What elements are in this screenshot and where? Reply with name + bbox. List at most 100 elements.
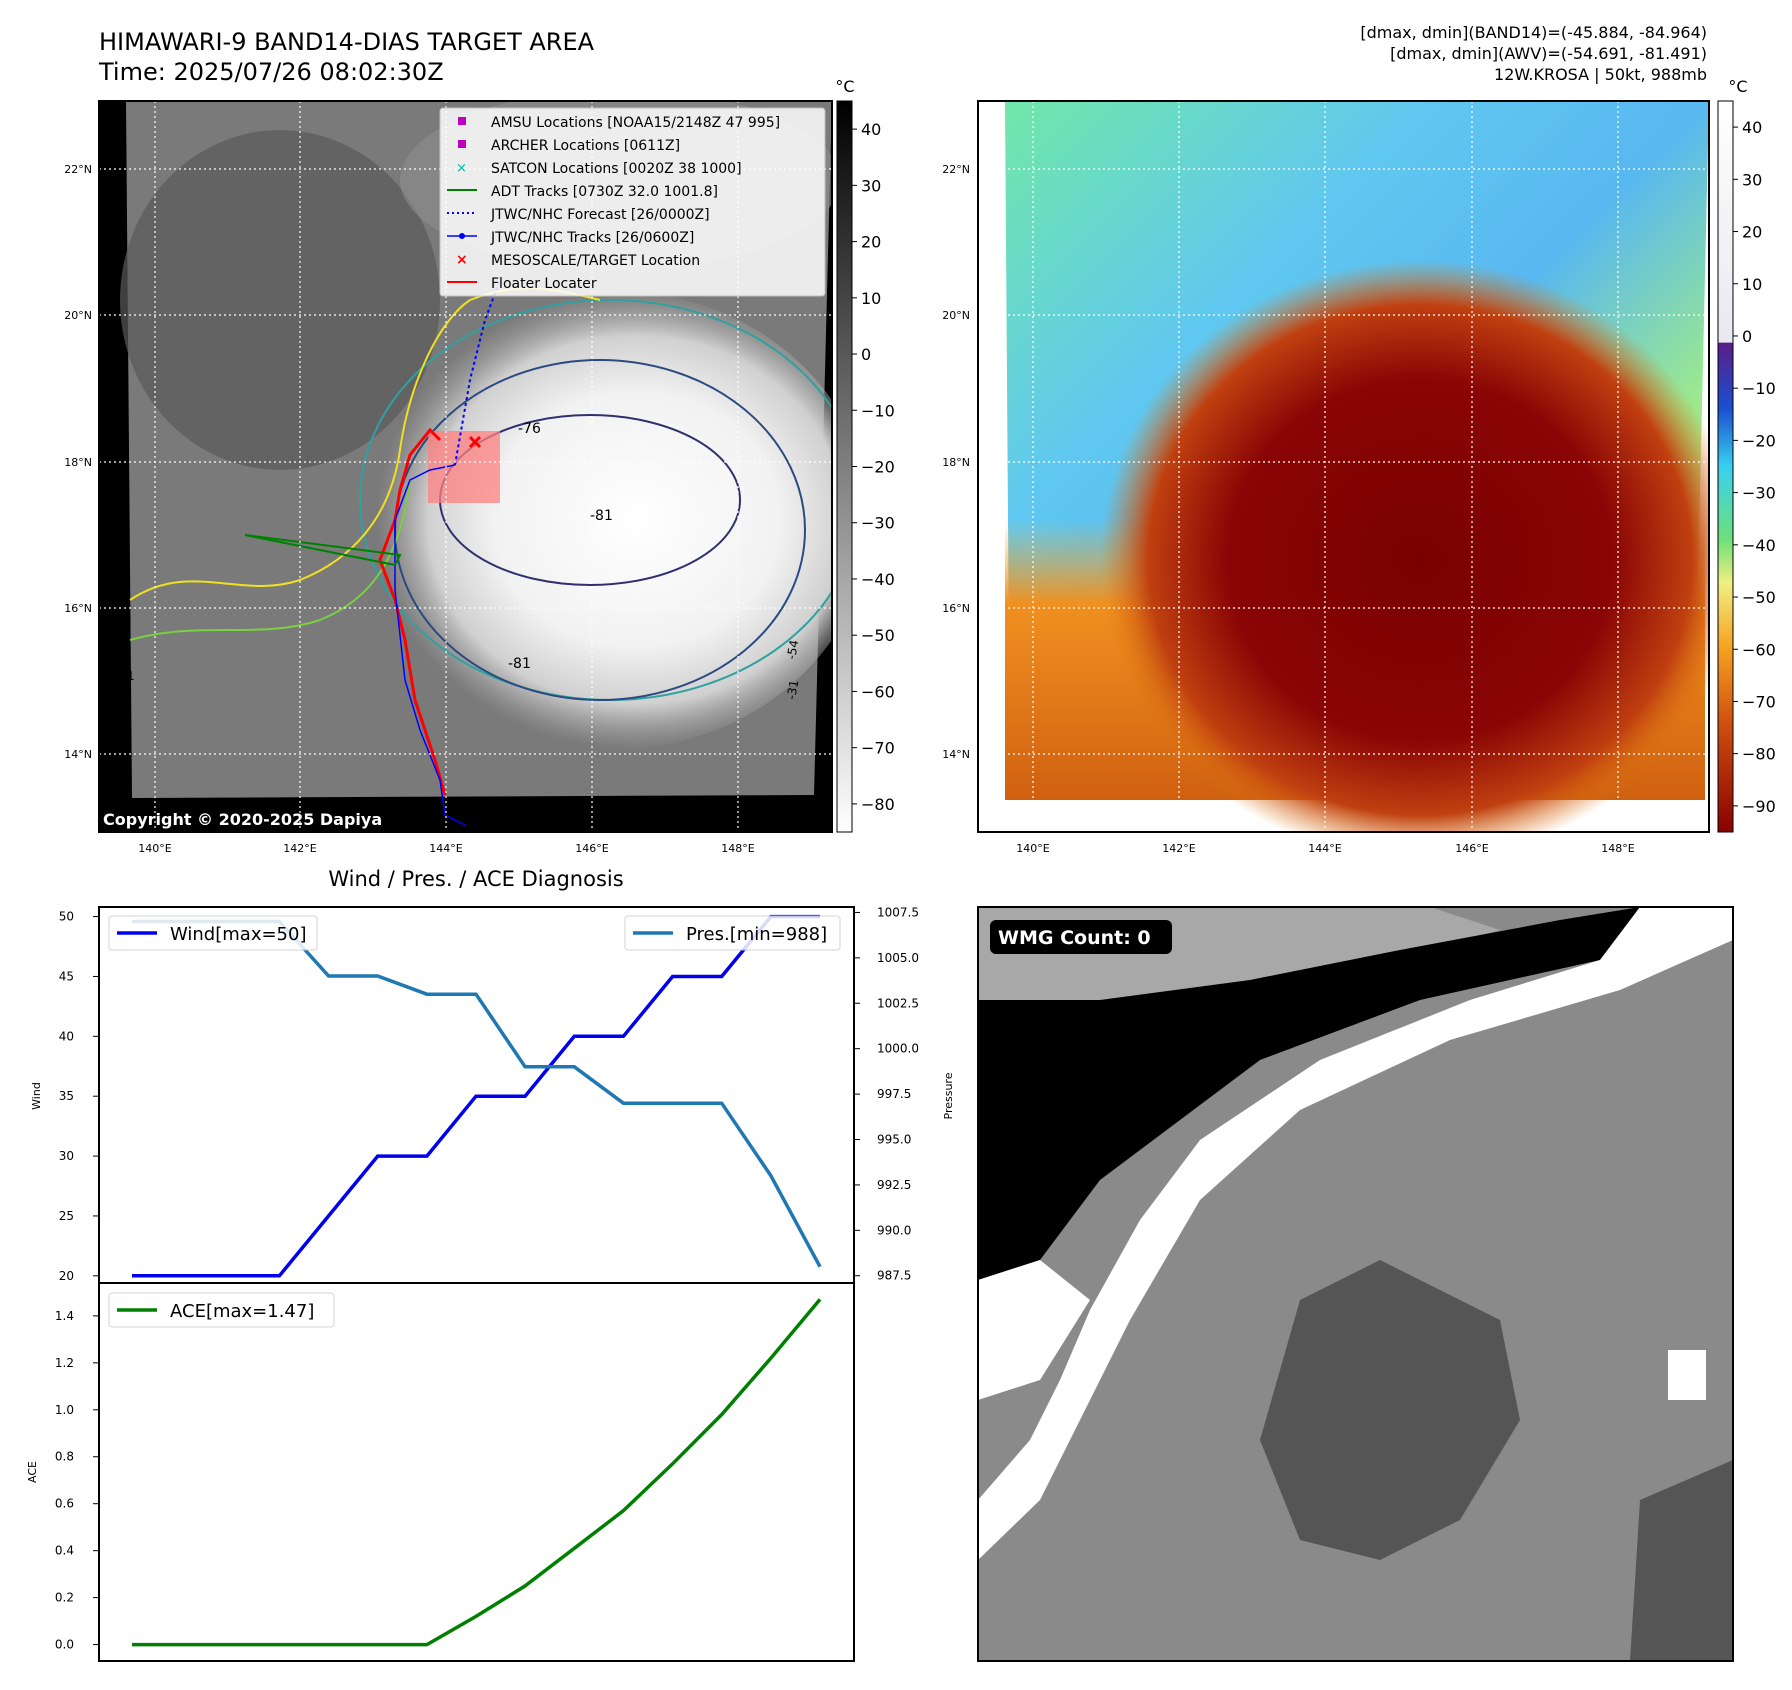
target-x-2 [468,435,482,449]
legend-item: JTWC/NHC Tracks [26/0600Z] [490,230,694,246]
contour-label: -81 [590,508,613,524]
copyright: Copyright © 2020-2025 Dapiya [103,810,382,829]
legend-item: ARCHER Locations [0611Z] [491,138,680,154]
colorbar-tick-label: −60 [861,682,895,701]
jtwc-track [394,464,466,826]
wind-legend-label: Wind[max=50] [170,924,307,945]
colorbar-tick-label: −70 [1742,692,1776,711]
lon-tick: 148°E [1601,842,1634,855]
chart-title-line2: Time: 2025/07/26 08:02:30Z [98,58,444,86]
y-tick-label: 1.2 [55,1356,74,1370]
colorbar-color-gradient [1717,100,1734,833]
wmg-white-band-lower [978,1260,1090,1400]
colorbar-bw-unit: °C [835,77,854,96]
cloud-mass-west [120,130,440,470]
colorbar-tick-label: −50 [861,626,895,645]
lat-tick: 20°N [64,309,92,322]
legend-marker-archer [458,140,466,148]
y-tick-label: 992.5 [877,1178,911,1192]
grid-lines-map-color [978,101,1709,832]
legend-marker-tracks-dot [459,233,465,239]
lon-tick: 142°E [1162,842,1195,855]
map-bw-panel: -76 -81 -81 -31 -31 -54 Copyright © 2020… [64,100,833,855]
contour-label: -31 [115,669,135,683]
colorbar-tick-label: 0 [861,345,871,364]
wmg-dark-patch [1260,1260,1520,1560]
contour-label: -54 [784,639,801,661]
pressure-ylabel: Pressure [942,1072,955,1119]
colorbar-tick-label: −10 [861,401,895,420]
dark-core [1100,260,1709,832]
y-tick-label: 50 [59,910,74,924]
legend-item: AMSU Locations [NOAA15/2148Z 47 995] [491,115,780,131]
legend-item: MESOSCALE/TARGET Location [491,253,700,269]
wind-y-ticks: 20 25 30 35 40 45 50 [59,910,99,1283]
colorbar-tick-label: −20 [1742,431,1776,450]
y-tick-label: 995.0 [877,1133,911,1147]
ace-ylabel: ACE [26,1461,39,1483]
colorbar-tick-label: 20 [861,233,881,252]
map-bw-lon-ticks: 140°E 142°E 144°E 146°E 148°E [138,842,754,855]
lat-tick: 18°N [64,456,92,469]
colorbar-tick-label: 10 [1742,275,1762,294]
colorbar-tick-label: 30 [1742,170,1762,189]
wind-ylabel: Wind [30,1082,43,1110]
ace-legend: ACE[max=1.47] [108,1292,335,1328]
lat-tick: 16°N [64,602,92,615]
lat-tick: 14°N [64,748,92,761]
y-tick-label: 35 [59,1089,74,1103]
ace-axes-frame [98,1282,855,1662]
contour-label: -31 [784,679,801,701]
map-color-lon-ticks: 140°E 142°E 144°E 146°E 148°E [1016,842,1634,855]
colorbar-tick-label: 10 [861,289,881,308]
wmg-frame [977,906,1734,1662]
ace-legend-box [108,1292,335,1328]
pressure-legend: Pres.[min=988] [624,915,841,951]
contour-green [129,479,411,641]
legend-item: ADT Tracks [0730Z 32.0 1001.8] [491,184,718,200]
ace-y-ticks: 0.0 0.2 0.4 0.6 0.8 1.0 1.2 1.4 [55,1309,99,1652]
wmg-white-patch [1668,1350,1706,1400]
colorbar-tick-label: −40 [861,570,895,589]
legend-box [439,107,826,297]
wind-legend-box [108,915,318,951]
wmg-dark-patch-right [1630,1460,1733,1661]
legend-item: SATCON Locations [0020Z 38 1000] [491,161,742,177]
target-area-box [428,431,500,503]
y-tick-label: 1005.0 [877,951,919,965]
map-bw-frame [98,100,833,833]
colorbar-color-unit: °C [1728,77,1747,96]
lat-tick: 16°N [942,602,970,615]
y-tick-label: 40 [59,1029,74,1043]
pressure-y-ticks: 987.5 990.0 992.5 995.0 997.5 1000.0 1002.5 100… [854,905,919,1283]
map-color-lat-ticks: 22°N 20°N 18°N 16°N 14°N [942,163,970,761]
legend-item: JTWC/NHC Forecast [26/0000Z] [490,207,710,223]
colorbar-bw-ticks: 40 30 20 10 0 −10 −20 −30 −40 −50 −60 −70 −80 [852,120,895,814]
y-tick-label: 20 [59,1269,74,1283]
wmg-black-band [978,907,1640,1280]
header-right-line1: [dmax, dmin](BAND14)=(-45.884, -84.964) [1360,23,1707,42]
y-tick-label: 990.0 [877,1223,911,1237]
contour-label: -81 [508,656,531,672]
colorbar-tick-label: −60 [1742,640,1776,659]
legend-marker-amsu [458,117,466,125]
wind-legend: Wind[max=50] [108,915,318,951]
header-right-line3: 12W.KROSA | 50kt, 988mb [1494,65,1707,84]
y-tick-label: 45 [59,969,74,983]
series-line-wind [132,914,820,1278]
map-legend: AMSU Locations [NOAA15/2148Z 47 995] ARC… [439,107,826,297]
colorbar-tick-label: 40 [861,120,881,139]
y-tick-label: 0.0 [55,1638,74,1652]
lon-tick: 142°E [283,842,316,855]
lon-tick: 144°E [1308,842,1341,855]
diagnosis-title: Wind / Pres. / ACE Diagnosis [328,867,623,891]
legend-marker-satcon: × [456,161,467,176]
colorbar-tick-label: −40 [1742,536,1776,555]
colorbar-tick-label: −10 [1742,379,1776,398]
y-tick-label: 1000.0 [877,1042,919,1056]
colorbar-tick-label: −20 [861,458,895,477]
contour-label: -76 [518,421,541,437]
lon-tick: 148°E [721,842,754,855]
legend-item: Floater Locater [491,276,597,292]
y-tick-label: 0.2 [55,1591,74,1605]
